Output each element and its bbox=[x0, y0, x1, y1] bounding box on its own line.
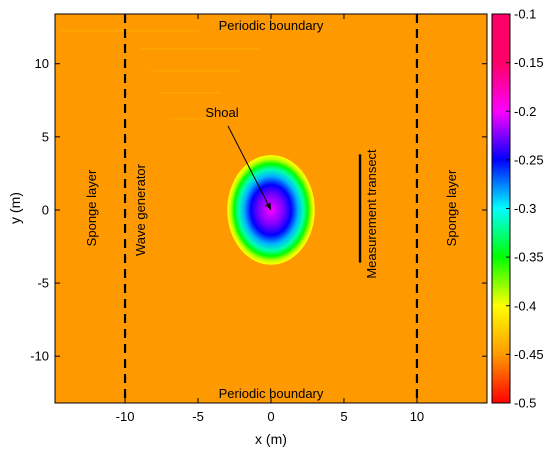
wave-generator-label: Wave generator bbox=[133, 163, 148, 256]
colorbar-tick-label: -0.45 bbox=[514, 347, 544, 362]
colorbar-tick-label: -0.35 bbox=[514, 250, 544, 265]
y-tick-label: 10 bbox=[35, 56, 49, 71]
background-streaks bbox=[60, 30, 260, 120]
y-axis-ticks: -10 -5 0 5 10 bbox=[30, 56, 487, 364]
x-tick-label: -5 bbox=[192, 409, 204, 424]
x-tick-label: 5 bbox=[340, 409, 347, 424]
x-axis-label: x (m) bbox=[255, 431, 287, 447]
x-tick-label: -10 bbox=[116, 409, 135, 424]
colorbar-ticks: -0.1 -0.15 -0.2 -0.25 -0.3 -0.35 -0.4 -0.45 -0.5 bbox=[506, 7, 544, 411]
colorbar-tick-label: -0.2 bbox=[514, 104, 536, 119]
sponge-layer-left-label: Sponge layer bbox=[84, 169, 99, 246]
shoal-arrow bbox=[227, 125, 272, 211]
colorbar-tick-label: -0.3 bbox=[514, 201, 536, 216]
measurement-transect-label: Measurement transect bbox=[364, 149, 379, 279]
y-tick-label: 5 bbox=[42, 129, 49, 144]
colorbar-tick-label: -0.5 bbox=[514, 396, 536, 411]
x-axis-ticks: -10 -5 0 5 10 bbox=[116, 14, 424, 424]
colorbar-tick-label: -0.4 bbox=[514, 298, 536, 313]
y-axis-label: y (m) bbox=[7, 192, 23, 224]
colorbar-tick-label: -0.1 bbox=[514, 7, 536, 22]
shoal-label: Shoal bbox=[205, 105, 238, 120]
sponge-layer-right-label: Sponge layer bbox=[444, 169, 459, 246]
periodic-boundary-top-label: Periodic boundary bbox=[219, 18, 324, 33]
y-tick-label: 0 bbox=[42, 202, 49, 217]
periodic-boundary-bottom-label: Periodic boundary bbox=[219, 386, 324, 401]
y-tick-label: -5 bbox=[37, 276, 49, 291]
shoal-arrowhead bbox=[265, 202, 271, 210]
x-tick-label: 0 bbox=[267, 409, 274, 424]
colorbar-tick-label: -0.25 bbox=[514, 152, 544, 167]
x-tick-label: 10 bbox=[410, 409, 424, 424]
colorbar-tick-label: -0.15 bbox=[514, 55, 544, 70]
y-tick-label: -10 bbox=[30, 349, 49, 364]
